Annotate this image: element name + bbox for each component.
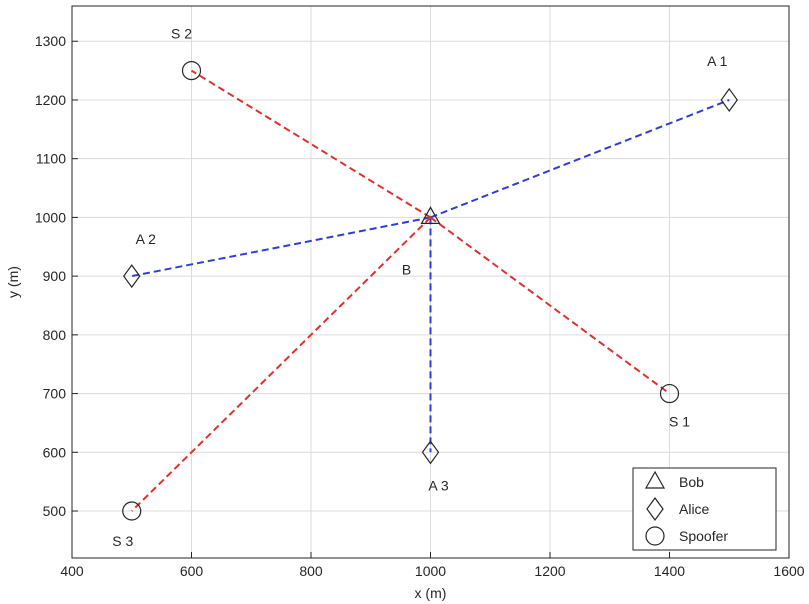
y-tick-label: 500 — [43, 503, 67, 519]
point-label: S 3 — [112, 533, 133, 549]
legend-bob-marker — [644, 470, 666, 489]
x-axis-label: x (m) — [415, 585, 447, 601]
legend-box — [632, 467, 777, 551]
point-label: A 3 — [428, 477, 448, 493]
y-tick-label: 700 — [43, 386, 67, 402]
point-labels: B A 1 A 2 A 3 S 1 S 2 S 3 — [112, 26, 727, 549]
y-tick-label: 1100 — [36, 151, 66, 167]
point-label: B — [402, 261, 411, 277]
legend-label: Spoofer — [679, 528, 728, 544]
spoofer-marker — [659, 383, 680, 404]
x-tick-label: 1200 — [534, 563, 565, 579]
point-label: S 1 — [669, 414, 690, 430]
point-label: A 2 — [136, 231, 156, 247]
alice-marker — [720, 87, 738, 112]
bob-marker — [420, 206, 441, 225]
alice-marker — [123, 264, 141, 289]
y-tick-label: 1200 — [35, 92, 66, 108]
y-tick-label: 1000 — [35, 209, 66, 225]
point-label: A 1 — [707, 53, 727, 69]
x-tick-label: 600 — [180, 563, 204, 579]
x-tick-label: 800 — [299, 563, 323, 579]
alice-marker — [421, 440, 440, 465]
x-tick-label: 400 — [60, 563, 84, 579]
point-label: S 2 — [171, 26, 192, 42]
axis-ticks: 400 600 800 1000 1200 1400 1600 500 600 700 800 900… — [35, 33, 805, 579]
y-tick-label: 900 — [43, 268, 67, 284]
y-tick-label: 1300 — [35, 33, 66, 49]
link-lines — [131, 69, 730, 512]
legend-alice-marker — [646, 496, 664, 522]
legend-label: Bob — [679, 474, 704, 490]
legend-spoofer-marker — [645, 526, 665, 546]
y-axis-label: y (m) — [5, 266, 21, 298]
legend-label: Alice — [679, 501, 710, 517]
point-markers — [122, 60, 738, 521]
y-tick-label: 600 — [43, 444, 67, 460]
x-tick-label: 1400 — [654, 563, 685, 579]
link-line — [429, 216, 671, 395]
link-line — [131, 216, 431, 278]
link-line — [131, 216, 432, 512]
legend: Bob Alice Spoofer — [632, 467, 777, 551]
spoofer-marker — [122, 501, 142, 521]
x-tick-label: 1000 — [415, 563, 446, 579]
spoofer-marker — [181, 60, 202, 81]
y-tick-label: 800 — [43, 327, 67, 343]
link-line — [430, 99, 730, 219]
x-tick-label: 1600 — [773, 563, 804, 579]
link-line — [190, 69, 432, 219]
